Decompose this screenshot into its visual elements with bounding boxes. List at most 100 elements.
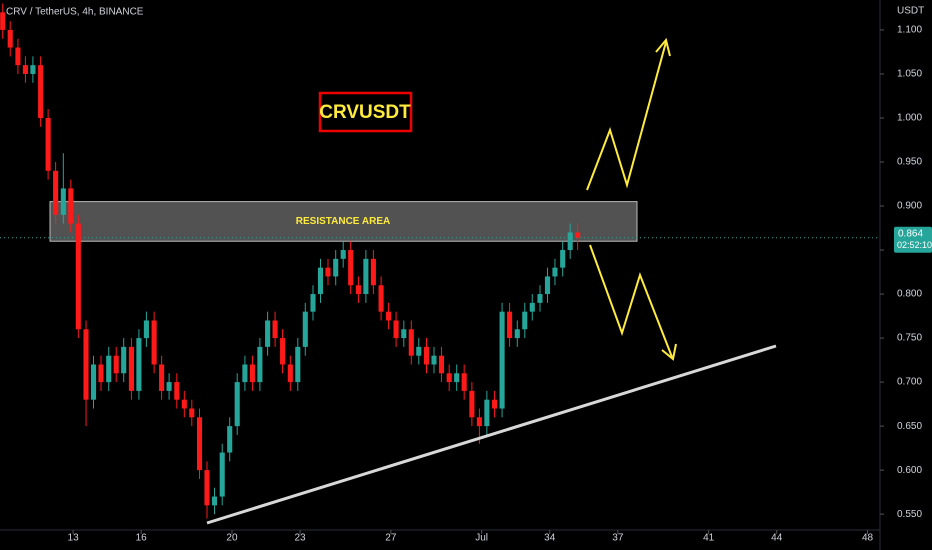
candle-body [15, 47, 21, 66]
trend-line [206, 344, 777, 525]
x-tick-label: 13 [68, 533, 80, 544]
candle-body [204, 470, 210, 506]
candle-body [265, 320, 271, 347]
candle-body [75, 223, 81, 330]
candle-body [499, 311, 505, 409]
candle-body [302, 311, 308, 347]
candle-body [287, 364, 293, 383]
candle-body [560, 250, 566, 268]
candle-body [280, 338, 286, 365]
candle-body [295, 346, 301, 383]
candle-body [476, 417, 482, 427]
candle-body [461, 373, 467, 391]
candle-body [431, 355, 437, 365]
y-tick-label: 1.000 [897, 113, 922, 124]
candle-body [575, 232, 581, 238]
candle-body [310, 294, 316, 312]
candle-body [90, 364, 97, 400]
candle-body [211, 496, 218, 506]
x-tick-label: 34 [544, 533, 556, 544]
x-tick-label: 44 [771, 533, 783, 544]
candle-body [370, 258, 376, 286]
last-price-label: 0.864 [898, 228, 923, 239]
candle-body [386, 311, 392, 321]
y-tick-label: 0.800 [897, 289, 922, 300]
candle-body [529, 302, 535, 312]
countdown: 02:52:10 [897, 240, 932, 250]
candle-body [340, 250, 346, 259]
chart-title: CRV / TetherUS, 4h, BINANCE [6, 7, 144, 18]
candle-body [143, 320, 149, 339]
candle-body [83, 329, 89, 400]
candle-body [416, 346, 422, 356]
candle-body [113, 355, 119, 374]
candle-body [438, 355, 445, 374]
badge: CRVUSDT [319, 102, 411, 123]
up-arrow [586, 41, 667, 191]
candle-body [181, 399, 187, 409]
candle-body [0, 12, 6, 30]
candle-body [469, 390, 475, 418]
x-tick-label: 37 [612, 533, 624, 544]
candle-body [507, 311, 513, 339]
y-axis-label: USDT [897, 6, 924, 17]
x-tick-label: 48 [862, 533, 874, 544]
candle-body [514, 329, 520, 339]
candle-body [393, 320, 399, 339]
candle-body [242, 364, 248, 383]
candle-body [22, 65, 28, 74]
y-tick-label: 0.900 [897, 201, 922, 212]
candle-body [423, 346, 430, 365]
candle-body [7, 29, 13, 48]
y-tick-label: 0.650 [897, 421, 922, 432]
x-tick-label: 20 [226, 533, 238, 544]
candle-body [136, 338, 142, 391]
down-arrow-head [661, 343, 677, 361]
candle-body [355, 285, 361, 295]
resistance-label: RESISTANCE AREA [296, 216, 390, 227]
y-tick-label: 1.050 [897, 69, 922, 80]
x-tick-label: 41 [703, 533, 715, 544]
candle-body [401, 329, 407, 339]
y-tick-label: 0.550 [897, 509, 922, 520]
candle-body [38, 65, 44, 118]
candle-body [106, 355, 112, 383]
y-tick-label: 1.100 [897, 25, 922, 36]
candle-body [174, 382, 180, 400]
candle-body [166, 382, 172, 391]
candle-body [492, 399, 498, 409]
candle-body [317, 267, 324, 295]
candle-body [121, 346, 127, 374]
candle-body [159, 364, 165, 391]
candle-body [408, 329, 414, 356]
y-tick-label: 0.750 [897, 333, 922, 344]
badge-box [318, 91, 413, 133]
y-tick-label: 0.950 [897, 157, 922, 168]
x-tick-label: Jul [475, 533, 488, 544]
candle-body [484, 399, 490, 427]
candle-body [544, 276, 551, 295]
candle-body [348, 250, 354, 286]
candle-body [272, 320, 278, 339]
candle-body [53, 170, 59, 215]
candle-body [98, 364, 104, 383]
resistance-zone [49, 201, 638, 242]
candle-body [234, 382, 240, 427]
candle-body [227, 426, 233, 453]
candle-body [567, 232, 573, 251]
candle-body [333, 258, 339, 277]
up-arrow-head [655, 37, 671, 57]
candle-body [45, 117, 51, 171]
candle-body [257, 346, 263, 383]
last-price-badge [894, 226, 932, 253]
candle-body [325, 267, 331, 277]
candle-body [522, 311, 528, 330]
candle-body [151, 320, 157, 365]
candle-body [552, 267, 558, 277]
candle-body [537, 294, 543, 303]
candle-body [454, 373, 460, 383]
candle-body [446, 373, 452, 383]
x-tick-label: 23 [295, 533, 307, 544]
